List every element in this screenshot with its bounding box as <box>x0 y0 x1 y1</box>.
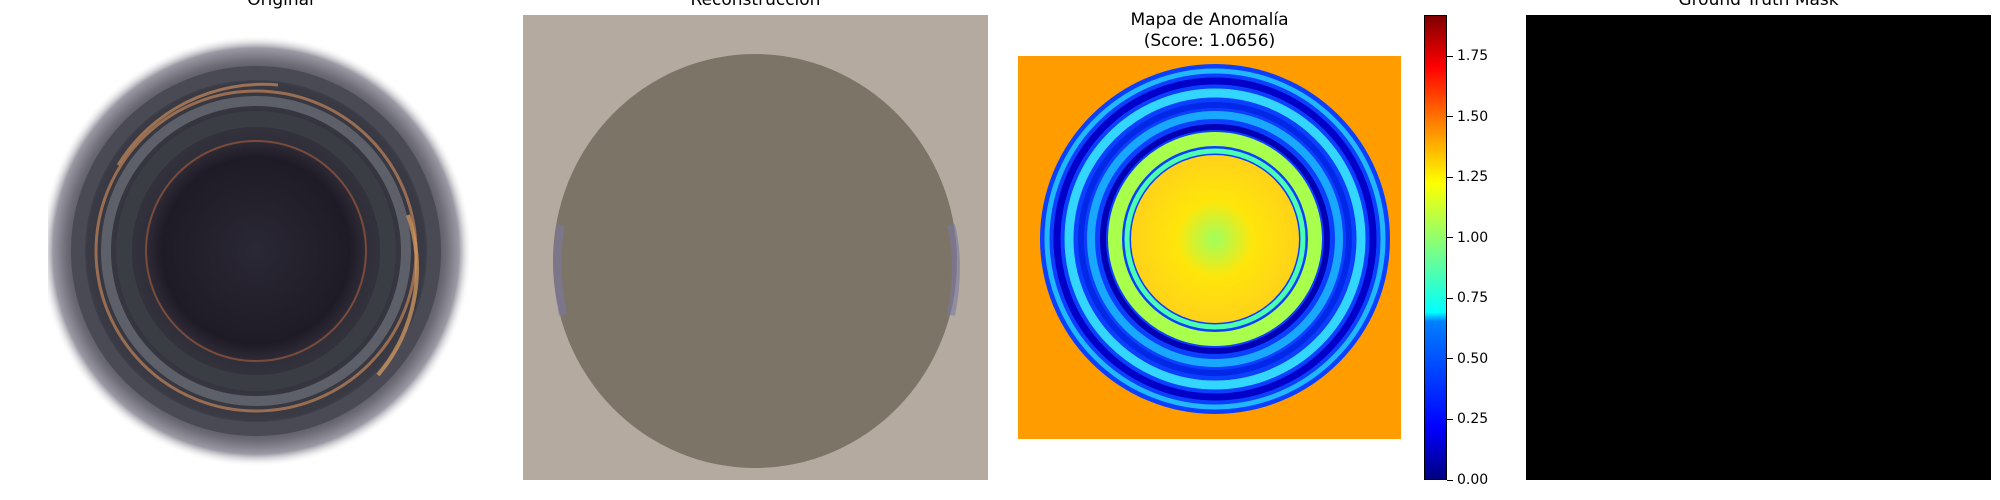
colorbar-tick-mark <box>1447 116 1453 118</box>
ground-truth-title: Ground Truth Mask <box>1678 0 1839 10</box>
colorbar-tick-label: 0.50 <box>1457 350 1489 367</box>
colorbar-tick-mark <box>1447 55 1453 57</box>
colorbar-tick-mark <box>1447 176 1453 178</box>
reconstruction-disc <box>553 54 960 468</box>
bottle-photo <box>48 35 472 467</box>
colorbar-tick-label: 1.25 <box>1457 169 1489 186</box>
colorbar-tick-mark <box>1447 237 1453 239</box>
anomaly-map-title: Mapa de Anomalía (Score: 1.0656) <box>1130 10 1289 51</box>
colorbar-tick-mark <box>1447 418 1453 420</box>
reconstruction-title: Reconstrucción <box>690 0 821 10</box>
colorbar-tick-label: 1.75 <box>1457 48 1489 65</box>
original-image <box>48 15 513 480</box>
colorbar-tick-label: 0.25 <box>1457 411 1489 428</box>
colorbar-tick-mark <box>1447 297 1453 299</box>
colorbar-tick-label: 1.50 <box>1457 108 1489 125</box>
reconstruction-image <box>523 15 988 480</box>
anomaly-map-image <box>1018 56 1401 439</box>
anomaly-heatmap <box>1040 64 1390 414</box>
colorbar-tick-mark <box>1447 479 1453 481</box>
colorbar-tick-label: 1.00 <box>1457 229 1489 246</box>
colorbar <box>1424 15 1447 480</box>
original-title: Original <box>247 0 314 10</box>
ground-truth-mask <box>1526 15 1991 480</box>
colorbar-tick-label: 0.00 <box>1457 472 1489 488</box>
colorbar-tick-mark <box>1447 358 1453 360</box>
colorbar-tick-label: 0.75 <box>1457 290 1489 307</box>
